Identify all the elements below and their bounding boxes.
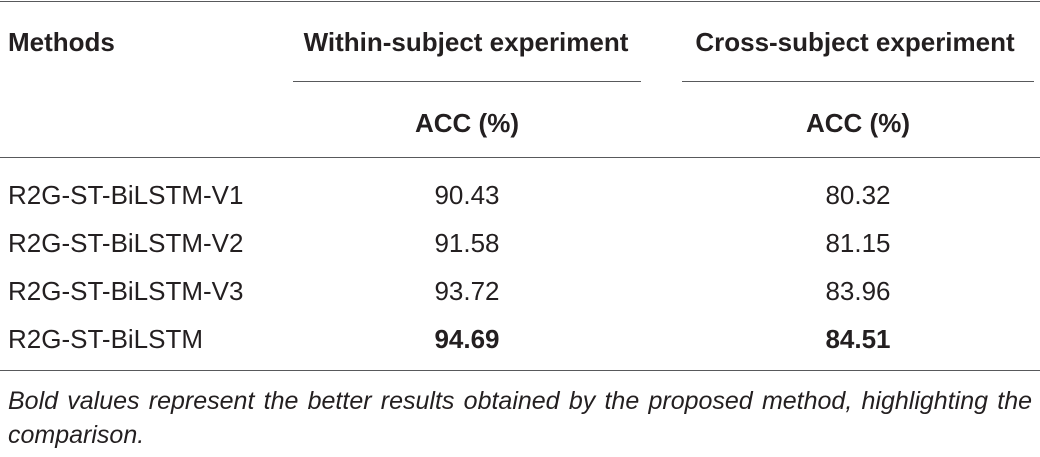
header-within-subject: Within-subject experiment	[303, 27, 629, 57]
header-acc-cross: ACC (%)	[806, 108, 910, 138]
table-top-rule	[0, 1, 1040, 2]
table-row: R2G-ST-BiLSTM 94.69 84.51	[0, 324, 1040, 372]
table-footnote: Bold values represent the better results…	[8, 387, 1032, 449]
row-within-acc: 93.72	[434, 276, 500, 306]
cross-subject-underline	[682, 81, 1034, 82]
row-method: R2G-ST-BiLSTM	[8, 324, 204, 354]
table-row: R2G-ST-BiLSTM-V1 90.43 80.32	[0, 180, 1040, 228]
header-methods: Methods	[8, 27, 115, 57]
row-within-acc: 90.43	[434, 180, 500, 210]
table-bottom-rule	[0, 370, 1040, 371]
row-method: R2G-ST-BiLSTM-V3	[8, 276, 244, 306]
row-cross-acc-best: 84.51	[825, 324, 891, 354]
row-within-acc: 91.58	[434, 228, 500, 258]
header-acc-within: ACC (%)	[415, 108, 519, 138]
row-cross-acc: 83.96	[825, 276, 891, 306]
row-cross-acc: 81.15	[825, 228, 891, 258]
table-row: R2G-ST-BiLSTM-V2 91.58 81.15	[0, 228, 1040, 276]
table-row: R2G-ST-BiLSTM-V3 93.72 83.96	[0, 276, 1040, 324]
header-cross-subject: Cross-subject experiment	[695, 27, 1015, 57]
row-method: R2G-ST-BiLSTM-V2	[8, 228, 244, 258]
row-method: R2G-ST-BiLSTM-V1	[8, 180, 244, 210]
row-within-acc-best: 94.69	[434, 324, 500, 354]
row-cross-acc: 80.32	[825, 180, 891, 210]
within-subject-underline	[293, 81, 641, 82]
header-bottom-rule	[0, 157, 1040, 158]
